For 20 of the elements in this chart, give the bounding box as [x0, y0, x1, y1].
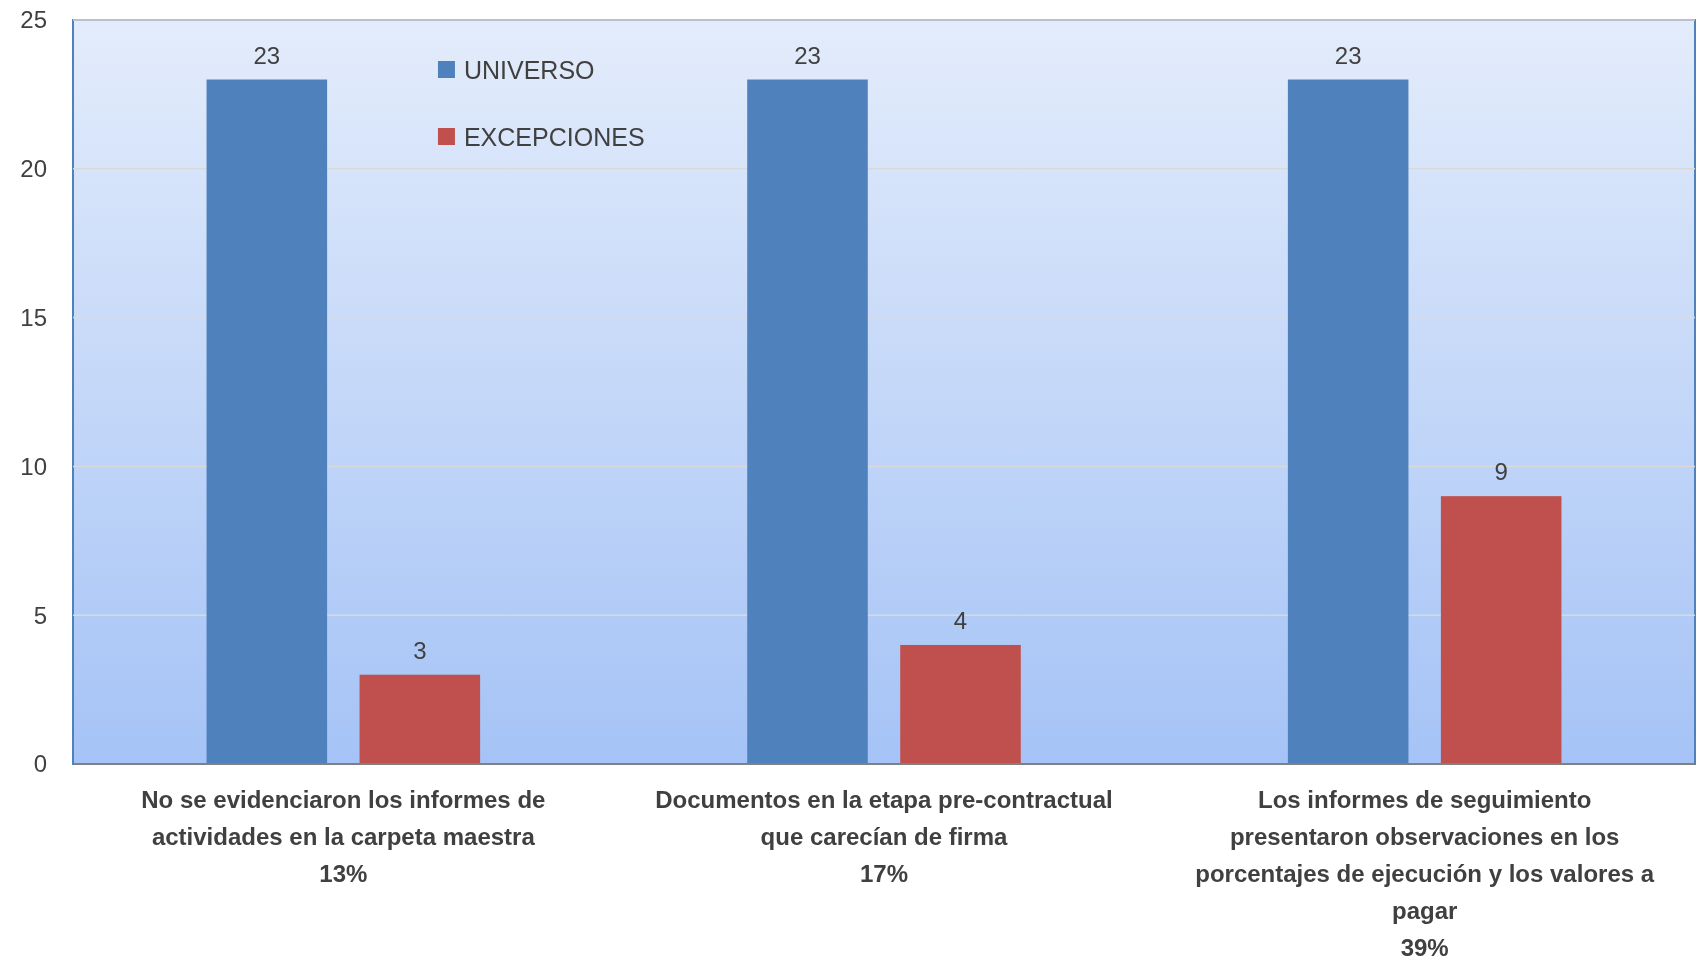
- y-tick-label: 10: [20, 452, 47, 480]
- bar: [1440, 496, 1562, 764]
- y-tick-label: 15: [20, 304, 47, 331]
- x-tick-label: No se evidenciaron los informes de actividades en la carpeta maestra 13%: [141, 786, 546, 887]
- legend-label: EXCEPCIONES: [463, 122, 645, 151]
- y-tick-label: 0: [33, 750, 47, 778]
- x-tick-label: Los informes de seguimiento presentaron observaciones en los porcentajes de ejecución y los valores a pagar 39%: [1195, 786, 1655, 961]
- y-tick-label: 25: [20, 6, 47, 34]
- data-label: 23: [253, 41, 281, 69]
- data-label: 4: [953, 606, 968, 634]
- data-label: 3: [413, 636, 427, 664]
- x-tick-label: Documentos en la etapa pre-contractual que carecían de firma 17%: [655, 786, 1113, 887]
- legend-label: UNIVERSO: [463, 55, 595, 84]
- data-label: 23: [794, 41, 821, 69]
- data-label: 23: [1334, 41, 1362, 69]
- bar: [359, 674, 481, 764]
- bar: [900, 644, 1021, 764]
- y-tick-label: 5: [33, 601, 47, 629]
- y-tick-label: 20: [20, 155, 47, 183]
- data-label: 9: [1494, 458, 1508, 486]
